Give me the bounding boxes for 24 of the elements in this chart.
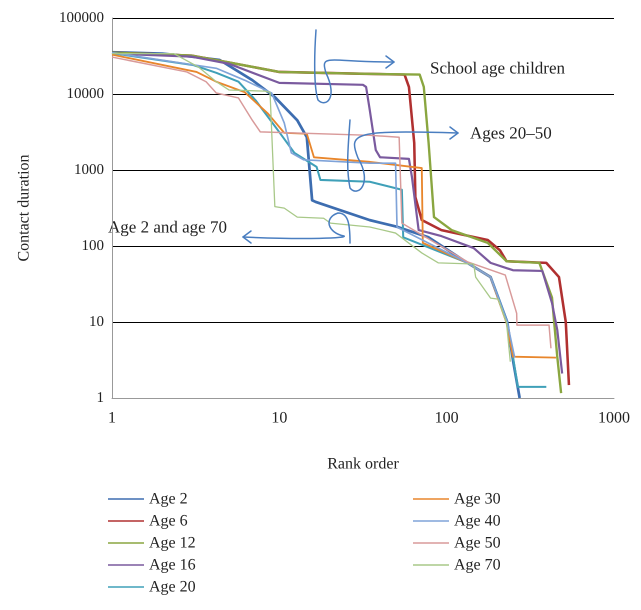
annotation: Ages 20–50 <box>470 124 552 142</box>
legend-label: Age 12 <box>149 534 196 552</box>
legend-label: Age 20 <box>149 578 196 596</box>
y-tick-label: 10 <box>89 314 104 330</box>
x-tick-label: 100 <box>434 410 459 426</box>
x-tick-label: 10 <box>271 410 288 426</box>
y-tick-label: 100 <box>82 238 104 254</box>
annotation: School age children <box>430 58 566 78</box>
x-tick-label: 1000 <box>598 410 630 426</box>
x-tick-label: 1 <box>108 410 116 426</box>
legend-label: Age 16 <box>149 556 196 574</box>
legend-label: Age 50 <box>454 534 501 552</box>
x-axis-title: Rank order <box>327 456 400 472</box>
legend-label: Age 70 <box>454 556 501 574</box>
legend-label: Age 30 <box>454 490 501 508</box>
y-tick-label: 1000 <box>74 162 104 178</box>
legend-label: Age 2 <box>149 490 188 508</box>
y-tick-label: 10000 <box>66 86 104 102</box>
legend-label: Age 6 <box>149 512 188 530</box>
y-tick-label: 100000 <box>59 10 104 26</box>
y-tick-label: 1 <box>96 390 104 406</box>
legend-label: Age 40 <box>454 512 501 530</box>
annotation: Age 2 and age 70 <box>108 218 227 236</box>
y-axis-title: Contact duration <box>16 154 32 262</box>
